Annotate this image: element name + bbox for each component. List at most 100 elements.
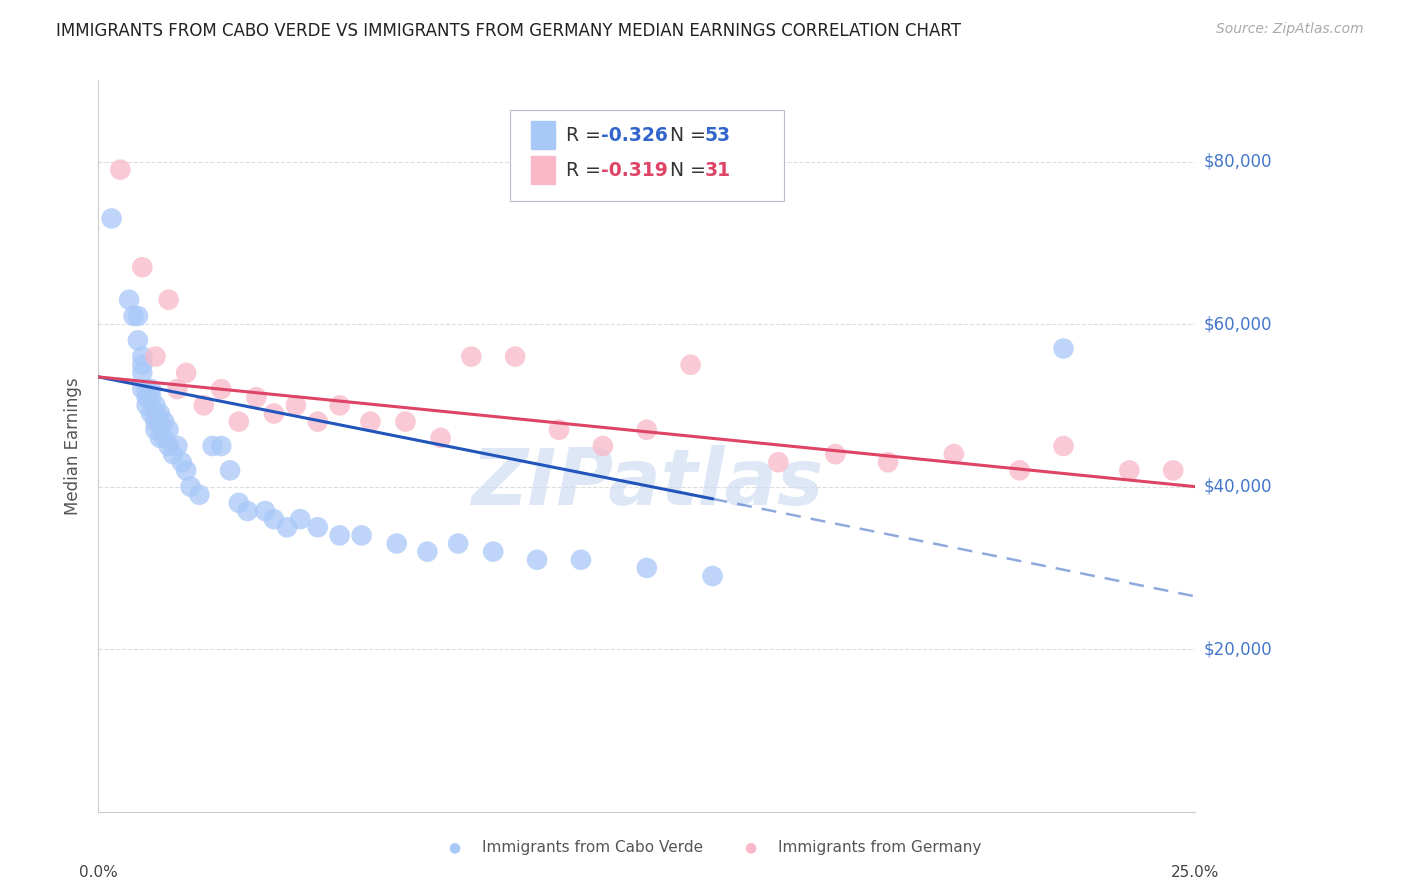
- Y-axis label: Median Earnings: Median Earnings: [65, 377, 83, 515]
- FancyBboxPatch shape: [530, 156, 554, 184]
- Point: [245, 390, 267, 404]
- Point: [942, 447, 965, 461]
- Point: [592, 439, 614, 453]
- Point: [145, 350, 167, 364]
- Text: $40,000: $40,000: [1204, 477, 1272, 496]
- Point: [149, 415, 172, 429]
- Point: [824, 447, 846, 461]
- Point: [263, 407, 285, 421]
- Point: [254, 504, 277, 518]
- Point: [100, 211, 122, 226]
- Point: [135, 382, 157, 396]
- Text: 0.0%: 0.0%: [79, 864, 118, 880]
- Text: IMMIGRANTS FROM CABO VERDE VS IMMIGRANTS FROM GERMANY MEDIAN EARNINGS CORRELATIO: IMMIGRANTS FROM CABO VERDE VS IMMIGRANTS…: [56, 22, 962, 40]
- Point: [307, 415, 329, 429]
- Point: [460, 350, 482, 364]
- FancyBboxPatch shape: [510, 110, 785, 201]
- Point: [569, 553, 592, 567]
- Text: ●: ●: [449, 840, 460, 855]
- Point: [263, 512, 285, 526]
- Text: 53: 53: [704, 126, 731, 145]
- Text: N =: N =: [669, 161, 711, 180]
- Point: [359, 415, 381, 429]
- Point: [170, 455, 193, 469]
- Point: [157, 293, 180, 307]
- Point: [290, 512, 312, 526]
- Point: [127, 309, 149, 323]
- Point: [149, 431, 172, 445]
- Text: $80,000: $80,000: [1204, 153, 1272, 170]
- Point: [548, 423, 571, 437]
- Point: [139, 407, 162, 421]
- Point: [139, 382, 162, 396]
- Point: [162, 447, 184, 461]
- Point: [209, 439, 232, 453]
- Point: [145, 423, 167, 437]
- Point: [153, 431, 176, 445]
- Point: [219, 463, 242, 477]
- Point: [135, 398, 157, 412]
- Point: [1052, 439, 1074, 453]
- Point: [174, 463, 197, 477]
- Text: Immigrants from Germany: Immigrants from Germany: [779, 840, 981, 855]
- Point: [145, 407, 167, 421]
- Text: $60,000: $60,000: [1204, 315, 1272, 333]
- Point: [122, 309, 145, 323]
- Point: [180, 480, 202, 494]
- Point: [139, 390, 162, 404]
- Point: [110, 162, 132, 177]
- Point: [174, 366, 197, 380]
- Point: [526, 553, 548, 567]
- Point: [329, 398, 352, 412]
- Point: [149, 407, 172, 421]
- Point: [636, 423, 658, 437]
- Text: 31: 31: [704, 161, 731, 180]
- Point: [1161, 463, 1184, 477]
- Point: [636, 561, 658, 575]
- Point: [209, 382, 232, 396]
- Point: [503, 350, 526, 364]
- Point: [394, 415, 416, 429]
- Text: 25.0%: 25.0%: [1171, 864, 1219, 880]
- Text: -0.326: -0.326: [600, 126, 668, 145]
- Point: [482, 544, 505, 558]
- Point: [307, 520, 329, 534]
- Point: [385, 536, 408, 550]
- Text: N =: N =: [669, 126, 711, 145]
- Text: R =: R =: [565, 161, 606, 180]
- Point: [768, 455, 790, 469]
- Point: [1118, 463, 1140, 477]
- Text: $20,000: $20,000: [1204, 640, 1272, 658]
- Point: [1052, 342, 1074, 356]
- Point: [145, 415, 167, 429]
- Text: R =: R =: [565, 126, 606, 145]
- Point: [131, 358, 153, 372]
- Point: [284, 398, 307, 412]
- Point: [447, 536, 470, 550]
- Text: ●: ●: [744, 840, 756, 855]
- Point: [702, 569, 724, 583]
- Point: [157, 423, 180, 437]
- Point: [201, 439, 224, 453]
- Point: [127, 334, 149, 348]
- Point: [188, 488, 211, 502]
- Point: [118, 293, 141, 307]
- Point: [1008, 463, 1031, 477]
- Point: [276, 520, 298, 534]
- Point: [131, 260, 153, 275]
- Point: [131, 382, 153, 396]
- Point: [228, 496, 250, 510]
- Point: [131, 350, 153, 364]
- Point: [228, 415, 250, 429]
- Point: [135, 390, 157, 404]
- Point: [193, 398, 215, 412]
- Point: [157, 439, 180, 453]
- Point: [329, 528, 352, 542]
- Text: -0.319: -0.319: [600, 161, 668, 180]
- Point: [153, 415, 176, 429]
- FancyBboxPatch shape: [530, 121, 554, 149]
- Text: Source: ZipAtlas.com: Source: ZipAtlas.com: [1216, 22, 1364, 37]
- Point: [131, 366, 153, 380]
- Point: [236, 504, 259, 518]
- Point: [429, 431, 451, 445]
